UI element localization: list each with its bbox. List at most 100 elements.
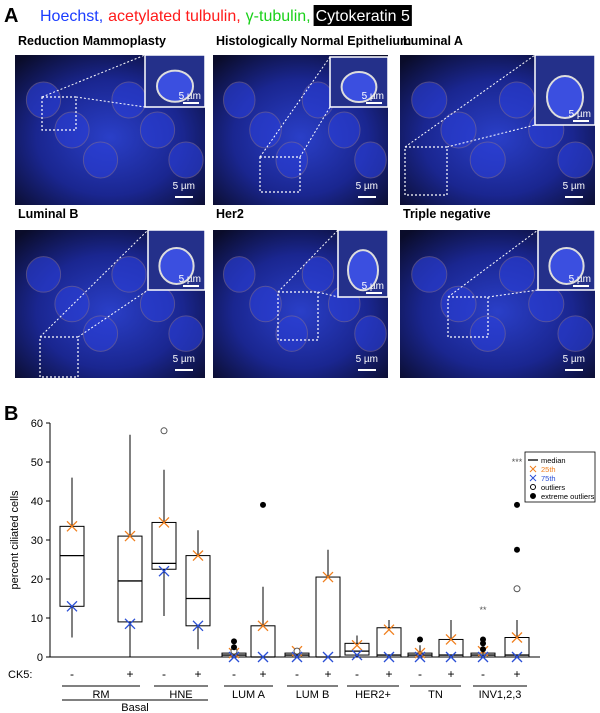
marker-stroke [322,571,334,583]
ck5-sign: - [418,667,422,681]
group-label: TN [428,689,443,701]
marker-stroke [124,530,136,542]
nucleus [354,315,387,352]
scale-label: 5 µm [173,354,195,365]
scale-label: 5 µm [173,181,195,192]
scale-label: 5 µm [569,274,591,285]
nucleus [139,111,176,149]
zoom-line [447,229,539,298]
y-tick-label: 50 [31,457,43,469]
stain-label: acetylated tulbulin, [108,8,241,25]
nucleus [275,141,308,179]
ck5-sign: + [385,667,392,681]
scale-label: 5 µm [569,109,591,120]
marker-stroke [414,647,426,659]
nucleus [354,141,387,179]
panel-title: Her2 [216,207,244,221]
nucleus [528,285,565,323]
nucleus [223,81,256,119]
percentile-marker [66,520,78,532]
panel-title: Histologically Normal Epithelium [216,34,411,48]
extreme-outlier [231,644,237,651]
extreme-outlier [260,501,266,508]
ck5-sign: + [513,667,520,681]
marker-stroke [192,550,204,562]
stain-legend: Hoechst, acetylated tulbulin, γ-tubulin, Cy… [40,5,412,26]
inset-cell [340,71,378,103]
extreme-outlier [480,646,486,653]
zoom-box [447,296,489,338]
y-tick-label: 10 [31,613,43,625]
legend-symbol [529,474,537,482]
percentile-marker [158,516,170,528]
nucleus [249,285,282,323]
percentile-marker [322,651,334,663]
stain-label: γ-tubulin, [246,8,311,25]
outlier [160,427,168,435]
box [59,525,85,607]
marker-stroke [511,651,523,663]
nucleus [557,315,594,352]
panel-label: A [4,5,18,27]
marker-stroke [511,632,523,643]
percentile-marker [445,633,457,645]
nucleus [111,256,147,293]
zoom-line [317,291,339,298]
legend-bg [313,5,412,26]
box [504,637,530,658]
legend-label: 25th [541,465,556,474]
percentile-marker [414,651,426,663]
group-label: LUM B [296,689,330,701]
percentile-marker [192,620,204,632]
group-label: HER2+ [355,689,391,701]
percentile-marker [257,651,269,663]
nucleus [411,256,448,293]
extreme-outlier [417,636,423,643]
extreme-outlier [231,638,237,645]
scale-label: 5 µm [179,91,201,102]
panel-title: Reduction Mammoplasty [18,34,166,48]
zoom-line [404,54,536,148]
nucleus [25,81,62,119]
ck5-sign: - [232,667,236,681]
nucleus [328,111,361,149]
zoom-line [259,56,331,158]
marker-stroke [445,651,457,663]
outlier [513,585,521,593]
ck5-sign: + [126,667,133,681]
percentile-marker [192,550,204,562]
marker-stroke [66,600,78,612]
zoom-box [404,146,448,196]
marker-stroke [322,651,334,663]
stain-label: Hoechst, [40,8,103,25]
extreme-outlier [514,546,520,553]
marker-stroke [383,624,395,636]
marker-stroke [477,651,489,663]
percentile-marker [511,632,523,643]
y-tick-label: 0 [37,652,43,664]
basal-label: Basal [121,702,149,713]
nucleus [25,256,62,293]
percentile-marker [351,649,363,661]
zoom-line [39,229,149,338]
nucleus [411,81,448,119]
marker-stroke [257,620,269,632]
zoom-line [41,54,146,98]
nucleus [168,315,204,352]
box [185,555,211,627]
nucleus [275,315,308,352]
legend-symbol [530,493,536,499]
percentile-marker [351,639,363,651]
panel-label: B [4,403,18,425]
ck5-sign: - [162,667,166,681]
percentile-marker [228,651,240,663]
ck5-sign: - [481,667,485,681]
box [151,521,177,570]
scale-label: 5 µm [179,274,201,285]
scale-label: 5 µm [362,281,384,292]
percentile-marker [511,651,523,663]
percentile-marker [322,571,334,583]
annotation: *** [512,457,523,467]
extreme-outlier [514,501,520,508]
ck5-label: CK5: [8,669,32,681]
